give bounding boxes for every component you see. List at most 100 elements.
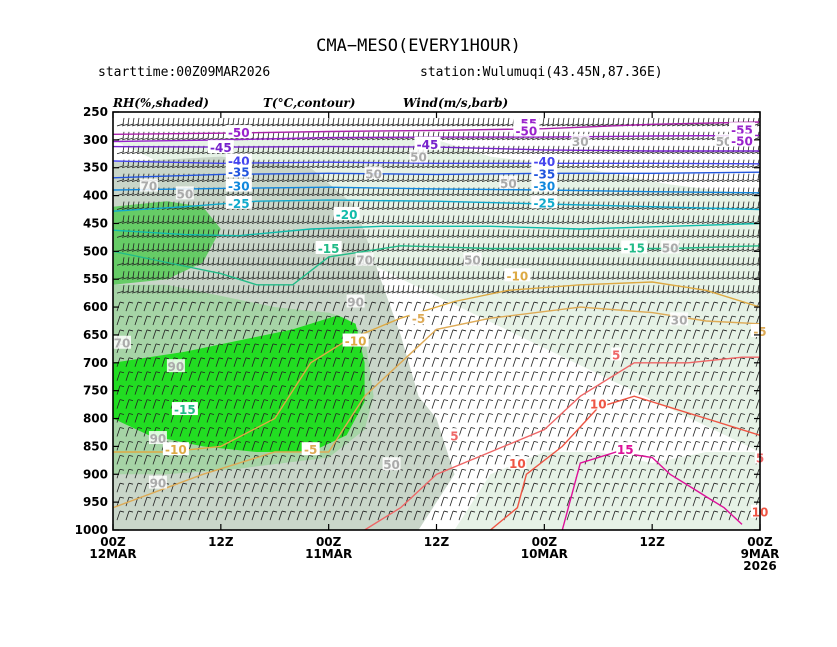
y-tick-label: 350	[83, 161, 108, 175]
wind-barb	[539, 482, 548, 493]
wind-barb	[266, 243, 275, 252]
wind-barb	[376, 215, 385, 224]
wind-barb	[143, 399, 152, 409]
wind-barb	[449, 371, 458, 381]
wind-barb	[456, 145, 465, 155]
wind-barb	[321, 173, 330, 183]
wind-barb	[476, 343, 485, 353]
wind-barb	[422, 413, 431, 423]
wind-barb	[476, 413, 485, 423]
wind-barb	[395, 329, 404, 340]
wind-barb	[176, 271, 185, 280]
wind-barb	[620, 399, 629, 409]
wind-barb	[606, 201, 615, 210]
wind-barb	[591, 201, 600, 210]
wind-barb	[396, 117, 405, 127]
wind-barb	[656, 510, 665, 521]
wind-barb	[566, 343, 575, 353]
wind-barb	[301, 243, 310, 252]
wind-barb	[131, 243, 140, 252]
wind-barb	[377, 301, 386, 312]
wind-barb	[726, 257, 735, 266]
wind-barb	[683, 441, 692, 451]
wind-barb	[691, 131, 700, 141]
wind-barb	[584, 482, 593, 493]
wind-barb	[371, 285, 380, 294]
wind-barb	[596, 117, 605, 127]
wind-barb	[381, 271, 390, 280]
wind-barb	[121, 215, 130, 224]
wind-barb	[546, 117, 555, 127]
wind-barb	[466, 285, 475, 294]
wind-barb	[404, 454, 413, 465]
wind-barb	[629, 482, 638, 493]
wind-barb	[301, 201, 310, 210]
temperature-contour-label-bg	[531, 154, 558, 168]
wind-barb	[586, 271, 595, 280]
wind-barb	[396, 201, 405, 210]
wind-barb	[638, 496, 647, 507]
wind-barb	[436, 201, 445, 210]
wind-barb	[476, 496, 485, 507]
wind-barb	[126, 187, 135, 196]
wind-barb	[471, 187, 480, 196]
wind-barb	[530, 468, 539, 479]
wind-barb	[521, 441, 530, 451]
wind-barb	[125, 315, 134, 326]
y-tick-label: 800	[83, 412, 108, 426]
wind-barb	[233, 315, 242, 326]
temperature-contour-label: 10	[509, 457, 526, 471]
wind-barb	[551, 257, 560, 266]
wind-barb	[591, 271, 600, 280]
wind-barb	[381, 215, 390, 224]
wind-barb	[561, 173, 570, 183]
temperature-contour-label-bg	[616, 442, 635, 456]
wind-barb	[611, 285, 620, 294]
wind-barb	[125, 357, 134, 367]
wind-barb	[451, 285, 460, 294]
wind-barb	[134, 399, 143, 409]
wind-barb	[251, 257, 260, 266]
wind-barb	[467, 399, 476, 409]
wind-barb	[701, 399, 710, 409]
wind-barb	[361, 117, 370, 127]
wind-barb	[665, 329, 674, 340]
wind-barb	[341, 399, 350, 409]
wind-barb	[638, 315, 647, 326]
temperature-variable-label: T(°C,contour)	[263, 96, 355, 110]
wind-barb	[271, 271, 280, 280]
wind-barb	[286, 173, 295, 183]
wind-barb	[593, 343, 602, 353]
wind-barb	[386, 343, 395, 353]
wind-barb	[197, 496, 206, 507]
wind-barb	[581, 271, 590, 280]
wind-barb	[146, 271, 155, 280]
wind-barb	[665, 385, 674, 395]
wind-barb	[646, 173, 655, 183]
wind-barb	[485, 343, 494, 353]
temperature-contour-label-bg	[225, 164, 252, 178]
wind-barb	[356, 271, 365, 280]
x-tick-label: 00Z	[532, 535, 558, 549]
wind-barb	[521, 215, 530, 224]
wind-barb	[692, 496, 701, 507]
wind-barb	[503, 371, 512, 381]
wind-barb	[233, 468, 242, 479]
wind-barb	[278, 329, 287, 340]
wind-barb	[531, 145, 540, 155]
wind-barb	[305, 454, 314, 465]
wind-barb	[215, 371, 224, 381]
wind-barb	[611, 173, 620, 183]
wind-barb	[431, 510, 440, 521]
wind-barb	[368, 413, 377, 423]
wind-barb	[356, 285, 365, 294]
wind-barb	[271, 285, 280, 294]
x-tick-label: 12Z	[208, 535, 234, 549]
wind-barb	[197, 371, 206, 381]
wind-barb	[601, 229, 610, 238]
wind-barb	[611, 413, 620, 423]
wind-barb	[404, 413, 413, 423]
wind-barb	[206, 117, 215, 127]
wind-barb	[629, 454, 638, 465]
wind-barb	[291, 257, 300, 266]
